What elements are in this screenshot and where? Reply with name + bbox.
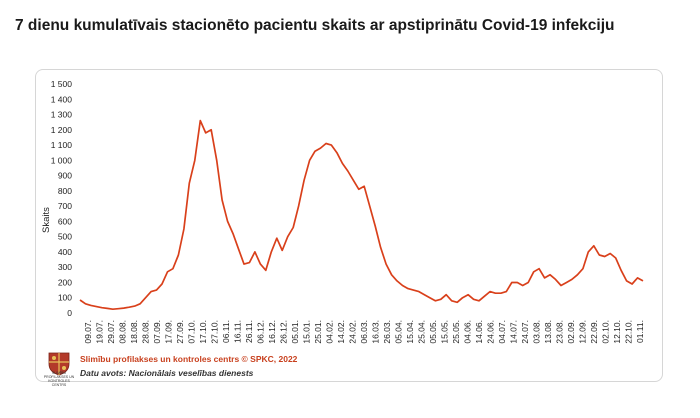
x-tick-label: 07.09. — [152, 320, 162, 344]
y-tick-label: 800 — [58, 186, 72, 196]
x-tick-label: 27.10. — [210, 320, 220, 344]
x-tick-label: 23.08. — [555, 320, 565, 344]
y-tick-label: 0 — [67, 308, 72, 318]
page-title: 7 dienu kumulatīvais stacionēto pacientu… — [15, 17, 615, 34]
chart-card — [35, 69, 663, 382]
y-tick-label: 500 — [58, 232, 72, 242]
x-tick-label: 06.03. — [359, 320, 369, 344]
x-tick-label: 05.05. — [428, 320, 438, 344]
x-tick-label: 27.09. — [175, 320, 185, 344]
x-tick-label: 01.11. — [635, 320, 645, 343]
y-tick-label: 100 — [58, 293, 72, 303]
x-tick-label: 24.02. — [348, 320, 358, 344]
x-axis: 09.07. 19.07. 29.07. 08.08. 18.08. 28.08. 07.0… — [83, 320, 645, 344]
x-tick-label: 15.04. — [405, 320, 415, 344]
x-tick-label: 16.12. — [267, 320, 277, 344]
spkc-logo — [45, 350, 73, 376]
source-line: Slimību profilakses un kontroles centrs … — [80, 354, 298, 364]
x-tick-label: 15.01. — [302, 320, 312, 344]
y-tick-label: 700 — [58, 201, 72, 211]
x-tick-label: 12.10. — [612, 320, 622, 344]
x-tick-label: 05.01. — [290, 320, 300, 344]
y-tick-label: 300 — [58, 262, 72, 272]
x-tick-label: 22.09. — [589, 320, 599, 344]
x-tick-label: 14.02. — [336, 320, 346, 344]
y-tick-label: 1 400 — [51, 94, 73, 104]
x-tick-label: 18.08. — [129, 320, 139, 344]
x-tick-label: 25.04. — [417, 320, 427, 344]
series-line — [79, 119, 644, 311]
x-tick-label: 03.08. — [532, 320, 542, 344]
y-tick-label: 900 — [58, 171, 72, 181]
x-tick-label: 02.09. — [566, 320, 576, 344]
x-tick-label: 04.06. — [463, 320, 473, 344]
y-tick-label: 1 100 — [51, 140, 73, 150]
x-tick-label: 24.06. — [486, 320, 496, 344]
y-axis: 0 100 200 300 400 500 600 700 800 900 1 000 1 100 1 … — [51, 79, 73, 318]
x-tick-label: 04.07. — [497, 320, 507, 344]
x-tick-label: 06.12. — [256, 320, 266, 344]
x-tick-label: 26.03. — [382, 320, 392, 344]
x-tick-label: 24.07. — [520, 320, 530, 344]
x-tick-label: 14.07. — [509, 320, 519, 344]
x-tick-label: 26.12. — [279, 320, 289, 344]
logo-text: SLIMĪBU PROFILAKSES UN KONTROLES CENTRS — [43, 371, 75, 387]
x-tick-label: 25.01. — [313, 320, 323, 344]
x-tick-label: 12.09. — [578, 320, 588, 344]
x-tick-label: 06.11. — [221, 320, 231, 343]
data-source: Datu avots: Nacionālais veselības dienes… — [80, 368, 254, 378]
x-tick-label: 13.08. — [543, 320, 553, 344]
y-tick-label: 1 500 — [51, 79, 73, 89]
x-tick-label: 22.10. — [624, 320, 634, 344]
y-tick-label: 1 300 — [51, 110, 73, 120]
x-tick-label: 04.02. — [325, 320, 335, 344]
y-tick-label: 1 000 — [51, 155, 73, 165]
x-tick-label: 09.07. — [83, 320, 93, 344]
x-tick-label: 14.06. — [474, 320, 484, 344]
x-tick-label: 05.04. — [394, 320, 404, 344]
x-tick-label: 08.08. — [118, 320, 128, 344]
y-tick-label: 400 — [58, 247, 72, 257]
x-tick-label: 17.09. — [164, 320, 174, 344]
x-tick-label: 16.11. — [233, 320, 243, 343]
x-tick-label: 19.07. — [95, 320, 105, 344]
x-tick-label: 16.03. — [371, 320, 381, 344]
y-tick-label: 600 — [58, 216, 72, 226]
x-tick-label: 25.05. — [451, 320, 461, 344]
y-tick-label: 1 200 — [51, 125, 73, 135]
x-tick-label: 29.07. — [106, 320, 116, 344]
x-tick-label: 26.11. — [244, 320, 254, 343]
x-tick-label: 28.08. — [141, 320, 151, 344]
y-axis-label: Skaits — [41, 207, 52, 233]
coat-of-arms-icon — [48, 352, 70, 376]
y-tick-label: 200 — [58, 277, 72, 287]
x-tick-label: 07.10. — [187, 320, 197, 344]
x-tick-label: 17.10. — [198, 320, 208, 344]
x-tick-label: 02.10. — [601, 320, 611, 344]
x-tick-label: 15.05. — [440, 320, 450, 344]
